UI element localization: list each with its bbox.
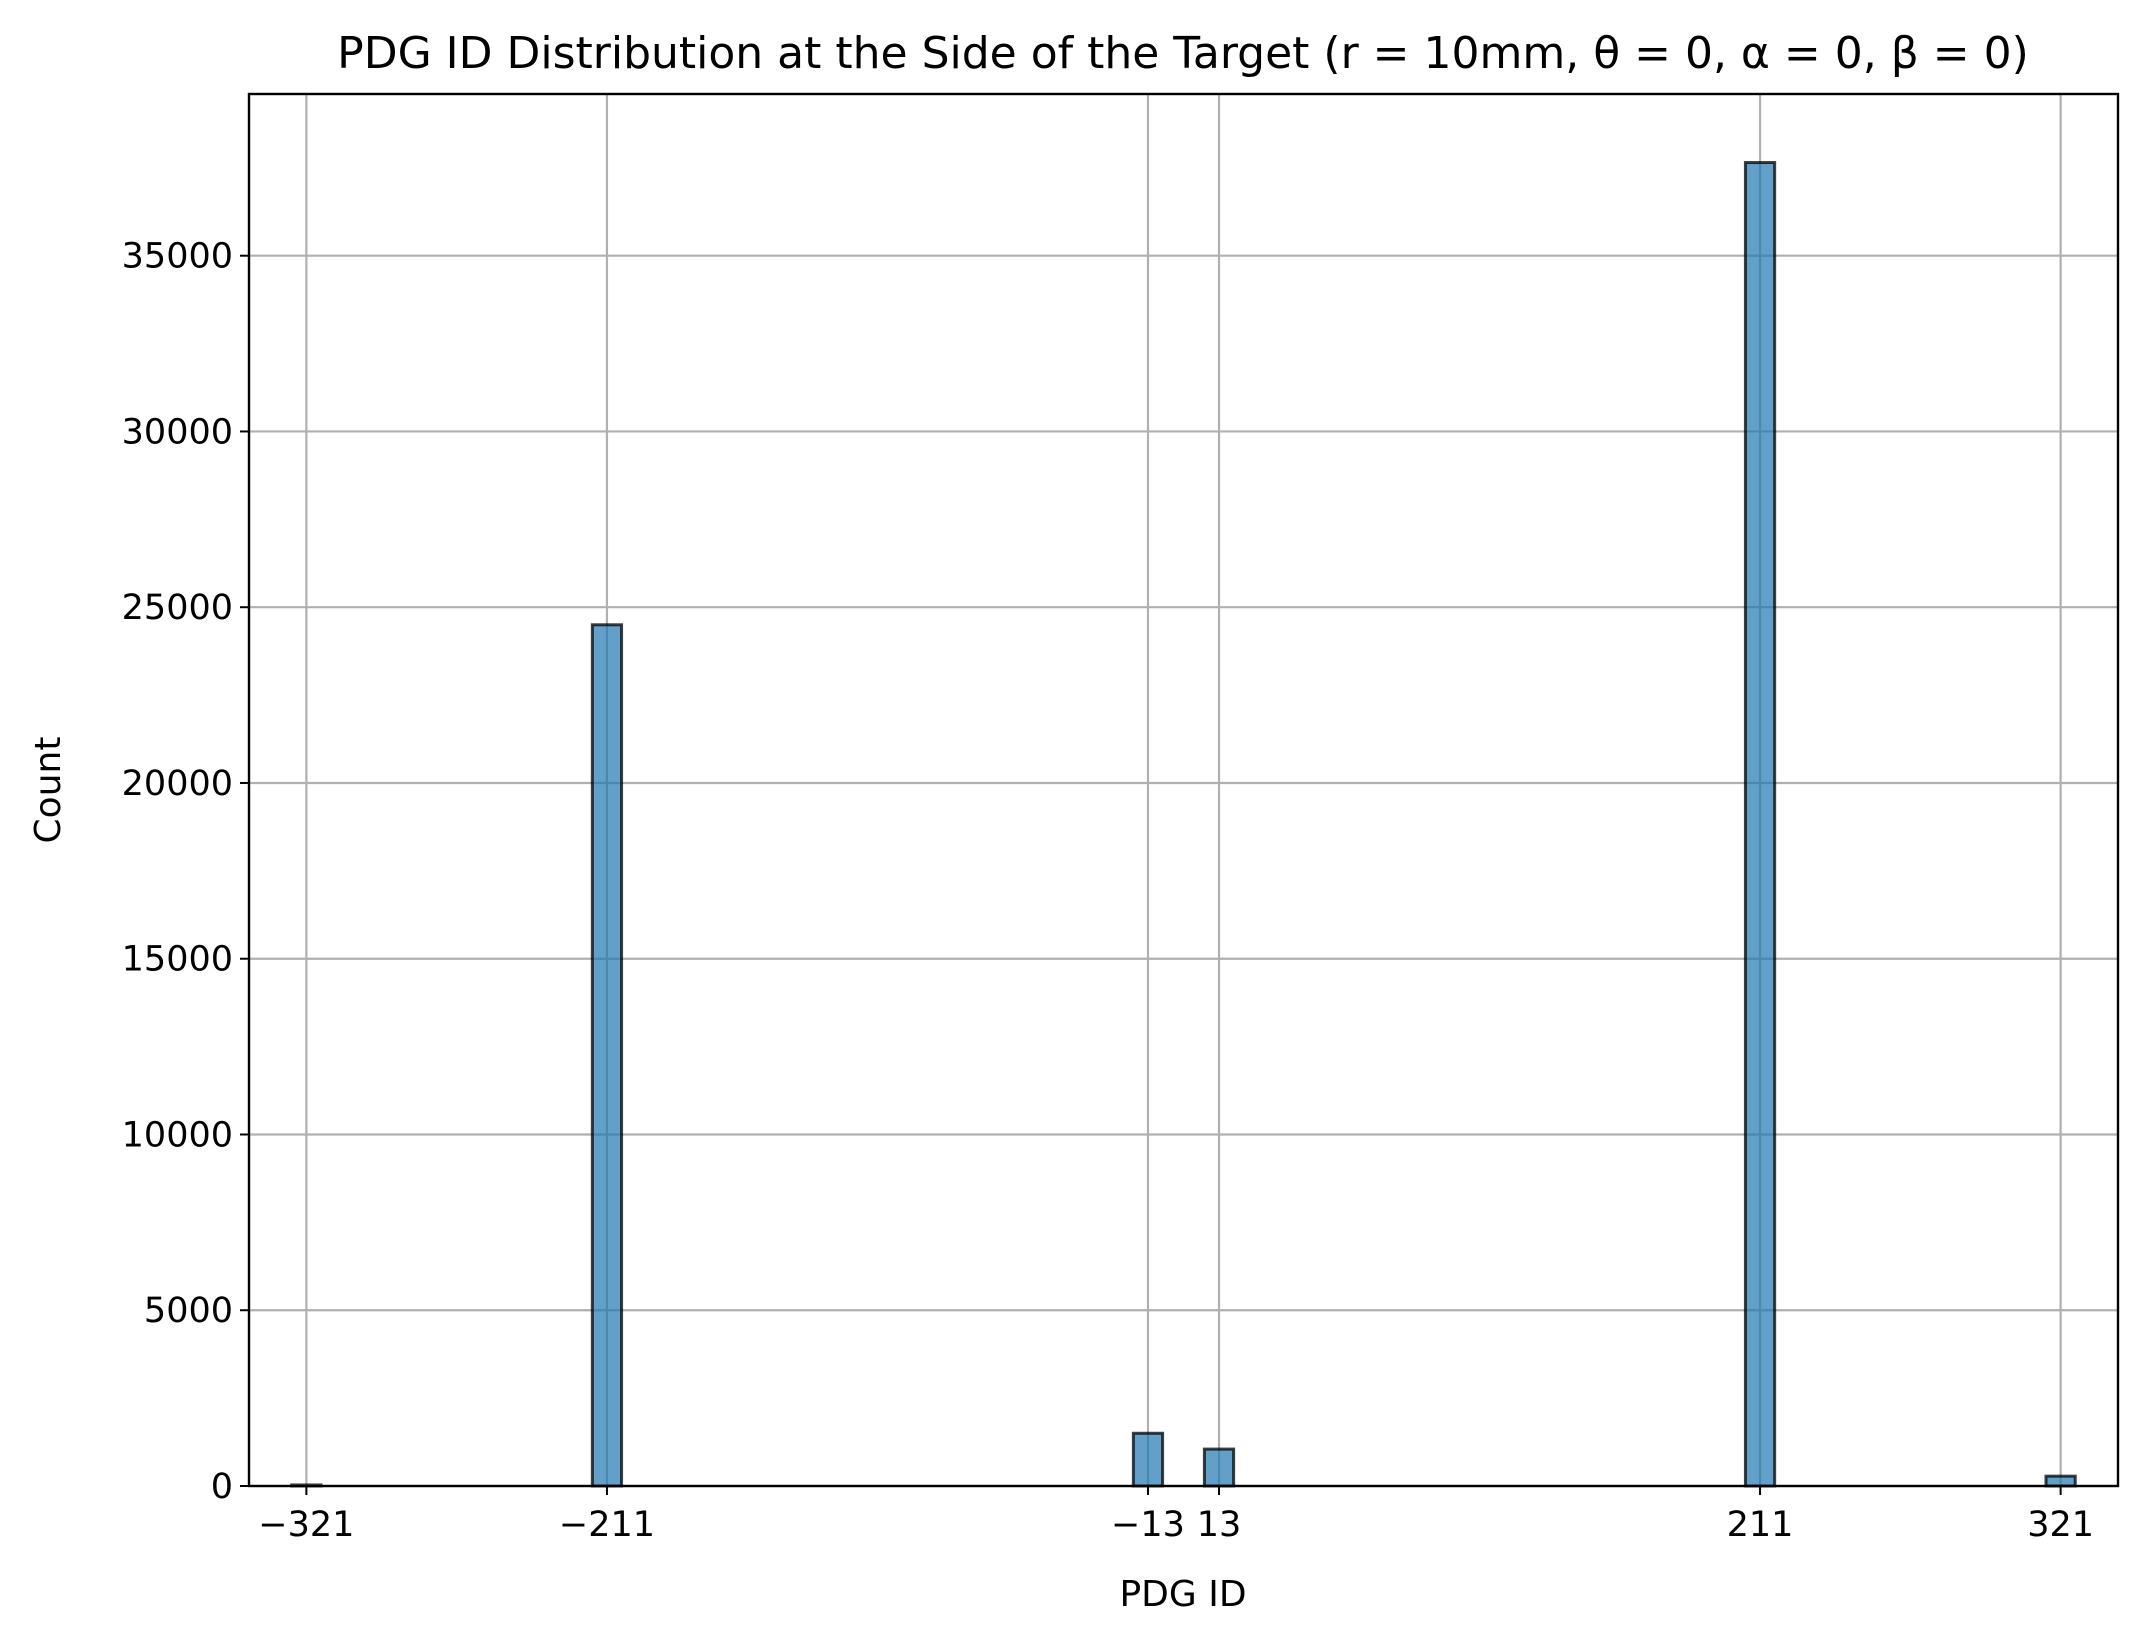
- y-tick-label: 30000: [122, 412, 233, 452]
- histogram-bar: [1743, 161, 1777, 1488]
- x-tick-label: 13: [1197, 1505, 1242, 1545]
- histogram-bars: [290, 161, 2077, 1488]
- x-tick-label: −13: [1111, 1505, 1185, 1545]
- y-tick-label: 15000: [122, 940, 233, 980]
- plot-frame: [247, 92, 2120, 1488]
- histogram-bar: [2044, 1474, 2077, 1488]
- y-axis-label: Count: [28, 737, 69, 844]
- y-tick-label: 10000: [122, 1115, 233, 1155]
- x-tick-label: 211: [1727, 1505, 1794, 1545]
- chart-title: PDG ID Distribution at the Side of the T…: [337, 28, 2029, 79]
- x-tick-label: −321: [258, 1505, 354, 1545]
- x-axis-label: PDG ID: [1119, 1574, 1246, 1615]
- y-tick-label: 20000: [122, 764, 233, 804]
- y-tick-label: 0: [211, 1467, 233, 1507]
- histogram-bar: [1202, 1447, 1236, 1488]
- y-tick-label: 5000: [144, 1291, 233, 1331]
- histogram-bar: [590, 623, 624, 1488]
- histogram-bar: [1131, 1431, 1165, 1488]
- x-tick-label: 321: [2027, 1505, 2094, 1545]
- axis-ticks: 0 5000 10000 15000 20000 25000 30000 35000 −321 −…: [122, 237, 2094, 1545]
- x-tick-label: −211: [559, 1505, 655, 1545]
- y-tick-label: 35000: [122, 237, 233, 277]
- grid-lines: [249, 94, 2118, 1488]
- y-tick-label: 25000: [122, 588, 233, 628]
